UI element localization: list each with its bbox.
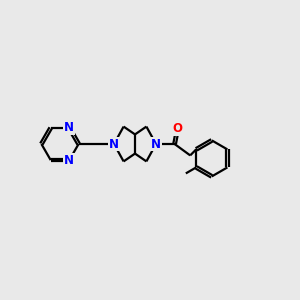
Text: O: O (172, 122, 183, 135)
Text: N: N (109, 137, 119, 151)
Text: N: N (64, 154, 74, 166)
Text: N: N (151, 137, 161, 151)
Text: N: N (64, 122, 74, 134)
